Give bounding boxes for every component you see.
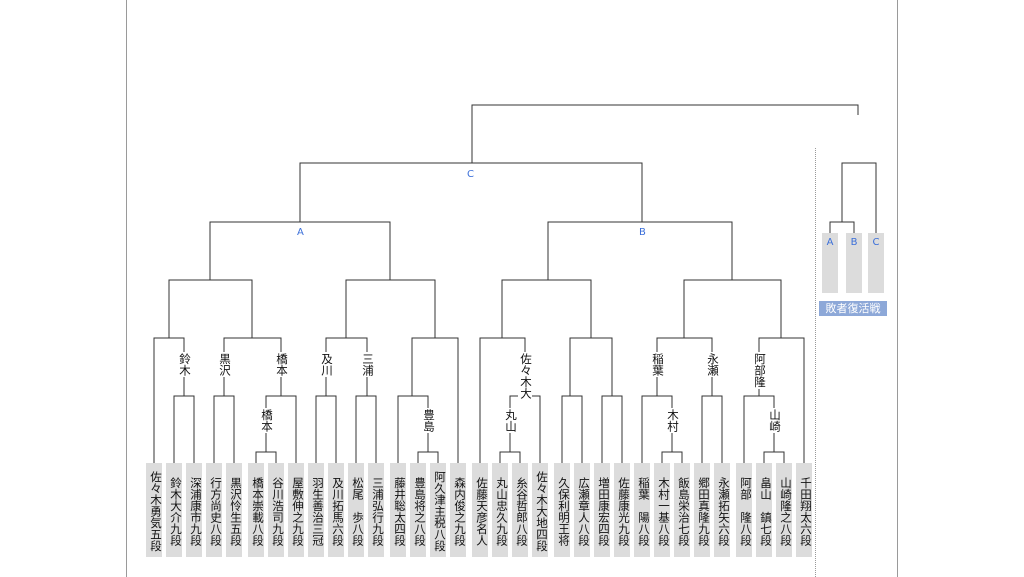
r1-line <box>173 395 195 463</box>
player-box: 永瀬拓矢六段 <box>714 463 731 557</box>
r1-line <box>701 395 723 463</box>
loser-slot-box: C <box>868 233 884 293</box>
player-box: 阿久津主税八段 <box>430 463 447 557</box>
player-box: 畠山 鎮七段 <box>756 463 773 557</box>
r1-line <box>601 395 623 463</box>
winner-label: 山崎 <box>767 408 782 433</box>
r4-line <box>345 279 436 338</box>
r1-line <box>315 395 337 463</box>
player-box: 広瀬章人八段 <box>574 463 591 557</box>
winner-label: 鈴木 <box>177 352 192 377</box>
loser-bracket-title: 敗者復活戦 <box>819 301 887 316</box>
player-box: 丸山忠久九段 <box>492 463 509 557</box>
r1-line <box>661 451 683 463</box>
r1-line <box>213 395 235 463</box>
player-box: 森内俊之九段 <box>450 463 467 557</box>
player-box: 阿部 隆八段 <box>736 463 753 557</box>
winner-label: 阿部隆 <box>752 352 767 389</box>
loser-ab-line <box>829 221 855 233</box>
r1-line <box>499 451 521 463</box>
player-box: 三浦弘行九段 <box>368 463 385 557</box>
r4-line <box>501 279 592 338</box>
winner-label: 橋本 <box>259 408 274 433</box>
top-line <box>471 104 859 163</box>
block-c-line <box>299 162 643 222</box>
winner-label: 稲葉 <box>650 352 665 377</box>
player-box: 黒沢怜生五段 <box>226 463 243 557</box>
player-box: 久保利明王将 <box>554 463 571 557</box>
r3-line <box>223 337 282 396</box>
loser-slot-label: B <box>850 237 858 248</box>
winner-label: 三浦 <box>360 352 375 377</box>
winner-label: 佐々木大 <box>518 352 533 400</box>
frame-left-border <box>126 0 127 577</box>
loser-slot-box: B <box>846 233 862 293</box>
loser-slot-label: C <box>872 237 880 248</box>
player-box: 羽生善治三冠 <box>308 463 325 557</box>
winner-label: 木村 <box>665 408 680 433</box>
player-box: 増田康宏四段 <box>594 463 611 557</box>
player-box: 谷川浩司九段 <box>268 463 285 557</box>
player-box: 山崎隆之八段 <box>776 463 793 557</box>
r1-line <box>417 451 439 463</box>
block-label: A <box>295 227 306 238</box>
loser-c-line <box>841 162 877 233</box>
r4-line <box>168 279 253 338</box>
winner-label: 黒沢 <box>217 352 232 377</box>
player-box: 郷田真隆九段 <box>694 463 711 557</box>
frame-right-border <box>897 0 898 577</box>
loser-slot-box: A <box>822 233 838 293</box>
player-box: 鈴木大介九段 <box>166 463 183 557</box>
player-box: 豊島将之八段 <box>410 463 427 557</box>
player-box: 糸谷哲郎八段 <box>512 463 529 557</box>
player-box: 松尾 歩八段 <box>348 463 365 557</box>
block-b-line <box>547 221 733 280</box>
r4-line <box>683 279 782 338</box>
player-box: 飯島栄治七段 <box>674 463 691 557</box>
player-box: 木村一基八段 <box>654 463 671 557</box>
winner-label: 丸山 <box>503 408 518 433</box>
player-box: 佐藤天彦名人 <box>472 463 489 557</box>
player-box: 稲葉 陽八段 <box>634 463 651 557</box>
player-box: 屋敷伸之九段 <box>288 463 305 557</box>
player-box: 深浦康市九段 <box>186 463 203 557</box>
winner-label: 及川 <box>319 352 334 377</box>
winner-label: 永瀬 <box>705 352 720 377</box>
player-box: 佐々木勇気五段 <box>146 463 163 557</box>
winner-label: 豊島 <box>421 408 436 433</box>
player-box: 佐藤康光九段 <box>614 463 631 557</box>
r1-line <box>255 451 277 463</box>
player-box: 橋本崇載八段 <box>248 463 265 557</box>
block-label: B <box>637 227 648 238</box>
r3-line <box>569 337 613 396</box>
loser-slot-label: A <box>826 237 834 248</box>
r3-line <box>411 337 459 463</box>
r1-line <box>355 395 377 463</box>
loser-bracket-divider <box>815 148 816 577</box>
player-box: 行方尚史八段 <box>206 463 223 557</box>
player-box: 及川拓馬六段 <box>328 463 345 557</box>
winner-label: 橋本 <box>274 352 289 377</box>
r1-line <box>763 451 785 463</box>
player-box: 佐々木大地四段 <box>532 463 549 557</box>
r1-line <box>561 395 583 463</box>
player-box: 藤井聡太四段 <box>390 463 407 557</box>
r3-line <box>656 337 713 396</box>
block-label: C <box>465 169 476 180</box>
player-box: 千田翔太六段 <box>796 463 813 557</box>
